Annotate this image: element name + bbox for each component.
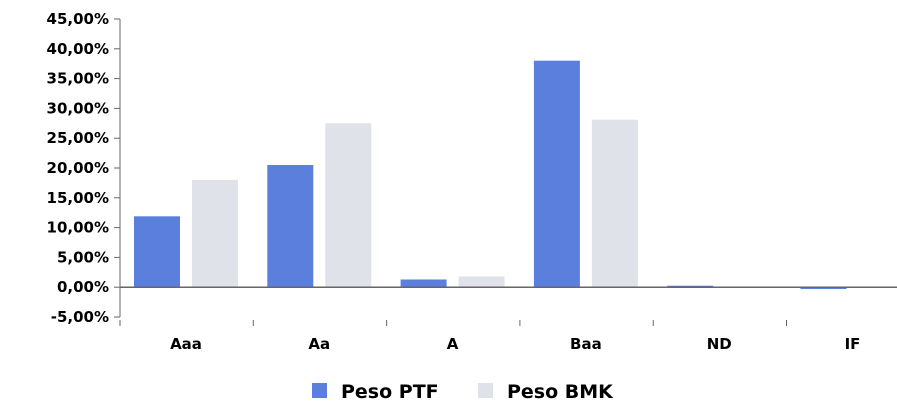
y-tick-label: 45,00% — [47, 10, 109, 28]
y-tick-label: -5,00% — [51, 308, 109, 326]
x-tick-label-if: IF — [845, 335, 861, 353]
legend-swatch-1 — [478, 383, 493, 398]
bar-peso-ptf-aaa — [134, 216, 180, 288]
bar-peso-ptf-baa — [533, 60, 580, 288]
legend: Peso PTF Peso BMK — [312, 381, 614, 403]
bar-peso-ptf-aa — [267, 165, 314, 288]
bar-peso-bmk-aaa — [192, 179, 238, 288]
bar-peso-bmk-baa — [591, 119, 638, 288]
x-tick-label-nd: ND — [707, 335, 732, 353]
x-tick-label-aaa: Aaa — [170, 335, 202, 353]
y-tick-label: 0,00% — [57, 278, 109, 296]
legend-label-0: Peso PTF — [341, 381, 439, 403]
axes-group — [114, 18, 897, 326]
x-tick-label-aa: Aa — [308, 335, 330, 353]
y-tick-label: 15,00% — [47, 189, 109, 207]
y-tick-label: 10,00% — [47, 219, 109, 237]
y-tick-label: 35,00% — [47, 70, 109, 88]
y-tick-label: 30,00% — [47, 99, 109, 117]
x-tick-label-baa: Baa — [570, 335, 602, 353]
bar-peso-ptf-a — [400, 279, 447, 288]
legend-label-1: Peso BMK — [507, 381, 614, 403]
bars-group — [134, 60, 847, 289]
bar-peso-bmk-a — [458, 276, 505, 288]
bar-peso-bmk-aa — [325, 123, 372, 288]
x-tick-label-a: A — [447, 335, 459, 353]
bar-peso-ptf-if — [800, 287, 847, 289]
y-tick-label: 25,00% — [47, 129, 109, 147]
legend-swatch-0 — [312, 383, 327, 398]
y-tick-label: 20,00% — [47, 159, 109, 177]
y-tick-label: 5,00% — [57, 248, 109, 266]
labels-group: -5,00% 0,00% 5,00% 10,00% 15,00% 20,00% 25,00%… — [47, 10, 861, 353]
y-tick-label: 40,00% — [47, 40, 109, 58]
